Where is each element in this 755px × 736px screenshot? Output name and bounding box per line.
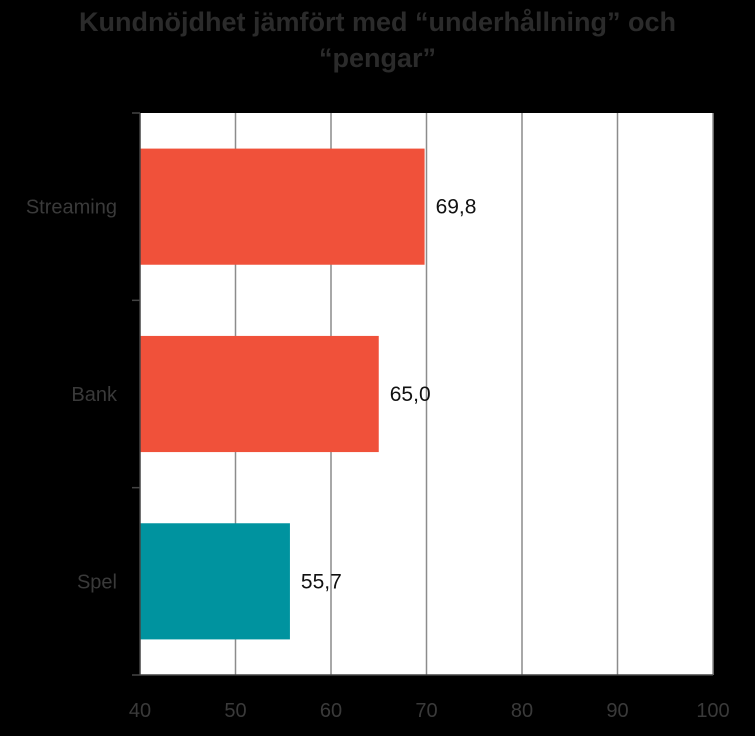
value-label-streaming: 69,8 xyxy=(436,196,477,219)
bar-bank xyxy=(140,335,379,453)
bar-streaming xyxy=(140,148,425,265)
chart-title: Kundnöjdhet jämfört med “underhållning” … xyxy=(0,4,755,76)
x-tick-label-90: 90 xyxy=(606,700,628,722)
x-tick-label-40: 40 xyxy=(129,700,151,722)
x-tick-label-100: 100 xyxy=(696,700,729,722)
x-tick-label-80: 80 xyxy=(511,700,533,722)
category-label-bank: Bank xyxy=(71,384,118,406)
value-label-spel: 55,7 xyxy=(301,570,342,593)
x-tick-label-60: 60 xyxy=(320,700,342,722)
bar-spel xyxy=(140,523,290,640)
value-label-bank: 65,0 xyxy=(390,383,431,406)
category-label-spel: Spel xyxy=(77,571,117,593)
chart-title-line-2: “pengar” xyxy=(318,43,437,73)
x-tick-label-70: 70 xyxy=(415,700,437,722)
x-tick-label-50: 50 xyxy=(224,700,246,722)
chart-title-line-1: Kundnöjdhet jämfört med “underhållning” … xyxy=(79,7,676,37)
category-label-streaming: Streaming xyxy=(26,197,117,219)
